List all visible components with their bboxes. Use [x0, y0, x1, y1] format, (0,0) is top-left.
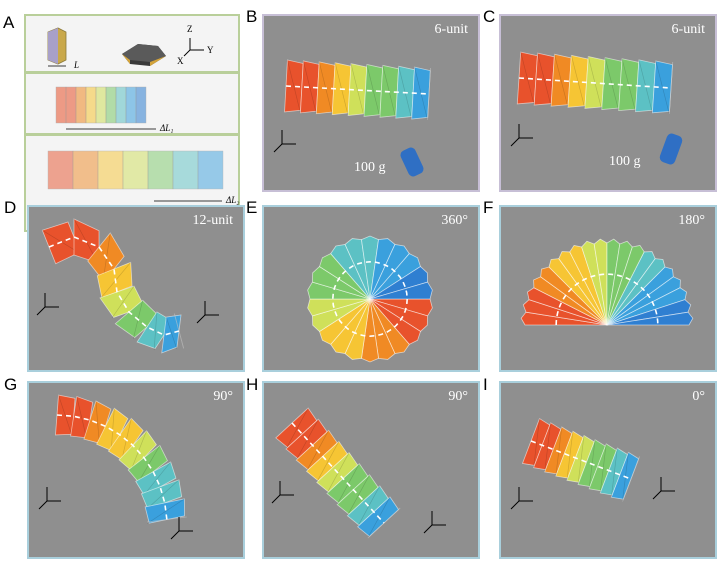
- a-axis-z: Z: [187, 24, 193, 34]
- panel-e-unit: [369, 281, 433, 300]
- panel-b-robot: [273, 59, 431, 177]
- panel-a-figure: L Z Y X ΔL₁ ΔL₂: [24, 14, 240, 232]
- panel-f-photo: 180°: [499, 205, 717, 372]
- length-label: L: [74, 60, 80, 70]
- panel-h-label: H: [246, 375, 259, 394]
- panel-b-unit: [427, 68, 431, 120]
- panel-e-label: E: [246, 198, 258, 217]
- panel-d-centerline: [48, 236, 180, 336]
- a-axis-x: X: [177, 56, 184, 66]
- panel-c-robot: [510, 51, 683, 165]
- panel-g-robot: [38, 394, 193, 540]
- panel-b-centerline: [285, 85, 430, 95]
- panel-d-unit: [161, 314, 182, 354]
- a-axis-y: Y: [207, 45, 214, 55]
- panel-c-centerline: [518, 77, 672, 89]
- panel-g-tag: 90°: [213, 389, 233, 404]
- panel-f-unit: [606, 311, 694, 326]
- panel-g-unit: [144, 498, 185, 524]
- panel-d-photo: 12-unit: [27, 205, 245, 372]
- panel-g-photo: 90°: [27, 381, 245, 559]
- panel-i-photo: 0°: [499, 381, 717, 559]
- panel-e-photo: 360°: [262, 205, 480, 372]
- stretch2-label: ΔL₂: [226, 195, 240, 205]
- panel-c-tag: 6-unit: [671, 22, 705, 37]
- panel-i-robot: [510, 417, 675, 510]
- panel-a-label: A: [3, 13, 15, 32]
- panel-d-tag: 12-unit: [192, 213, 233, 228]
- panel-g-centerline: [56, 414, 168, 520]
- panel-c-unit: [668, 62, 674, 114]
- stretch1-label: ΔL₁: [160, 123, 174, 133]
- panel-b-label: B: [246, 7, 258, 26]
- panel-c-photo: 6-unit 100 g: [499, 14, 717, 192]
- panel-b-tag: 6-unit: [434, 22, 468, 37]
- panel-h-photo: 90°: [262, 381, 480, 559]
- panel-e-robot: [307, 235, 433, 363]
- panel-f-label: F: [483, 198, 494, 217]
- panel-b-weight: 100 g: [354, 160, 386, 175]
- panel-a-stretch1-row: ΔL₁: [26, 77, 238, 136]
- panel-i-label: I: [483, 375, 488, 394]
- stretched-origami-1: [55, 86, 156, 130]
- panel-g-label: G: [4, 375, 18, 394]
- panel-f-robot: [520, 238, 694, 326]
- panel-c-weight: 100 g: [609, 154, 641, 169]
- panel-h-tag: 90°: [448, 389, 468, 404]
- panel-a-closed-row: L Z Y X: [26, 16, 238, 74]
- panel-e-tag: 360°: [441, 213, 468, 228]
- panel-b-photo: 6-unit 100 g: [262, 14, 480, 192]
- stretched-origami-2: [47, 150, 224, 202]
- panel-d-robot: [36, 218, 219, 354]
- panel-c-label: C: [483, 7, 496, 26]
- panel-d-label: D: [4, 198, 17, 217]
- panel-i-unit: [622, 456, 640, 502]
- panel-h-centerline: [291, 422, 385, 524]
- panel-i-tag: 0°: [692, 389, 705, 404]
- closed-origami-unit: [47, 27, 204, 67]
- panel-h-robot: [271, 407, 446, 539]
- panel-c-weight-can: [659, 133, 683, 165]
- panel-f-tag: 180°: [678, 213, 705, 228]
- panel-a-stretch2-row: ΔL₂: [26, 139, 240, 230]
- panel-g-unit: [146, 516, 187, 523]
- panel-b-weight-can: [400, 147, 424, 177]
